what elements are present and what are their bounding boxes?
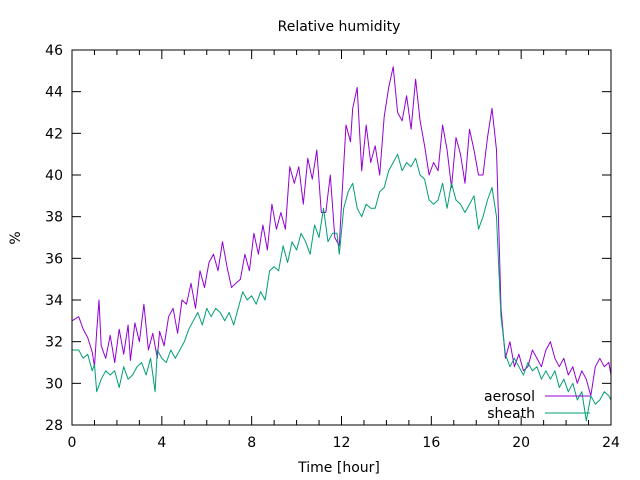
y-tick-label: 34 <box>45 293 63 309</box>
series-line-sheath <box>72 153 612 422</box>
y-axis-label: % <box>8 231 24 244</box>
series-line-aerosol <box>71 66 612 397</box>
x-axis: 0 4 8 12 16 20 24 <box>68 50 620 451</box>
x-tick-label: 12 <box>333 435 351 451</box>
series-layer <box>71 66 612 422</box>
x-tick-label: 16 <box>422 435 440 451</box>
y-tick-label: 32 <box>45 335 63 351</box>
x-tick-label: 0 <box>68 435 77 451</box>
x-tick-label: 20 <box>512 435 530 451</box>
y-axis: 28 30 32 34 36 38 40 42 44 46 <box>45 43 611 434</box>
y-tick-label: 36 <box>45 251 63 267</box>
x-tick-label: 8 <box>247 435 256 451</box>
y-tick-label: 46 <box>45 43 63 59</box>
x-axis-label: Time [hour] <box>297 460 380 476</box>
y-tick-label: 44 <box>45 85 63 101</box>
y-tick-label: 40 <box>45 168 63 184</box>
plot-frame <box>71 49 612 426</box>
y-tick-label: 42 <box>45 126 63 142</box>
y-tick-label: 30 <box>45 376 63 392</box>
chart-title: Relative humidity <box>278 19 401 35</box>
y-tick-label: 28 <box>45 418 63 434</box>
x-tick-label: 4 <box>157 435 166 451</box>
legend-label-sheath: sheath <box>487 406 535 422</box>
x-tick-label: 24 <box>602 435 620 451</box>
legend-label-aerosol: aerosol <box>484 389 535 405</box>
y-tick-label: 38 <box>45 210 63 226</box>
